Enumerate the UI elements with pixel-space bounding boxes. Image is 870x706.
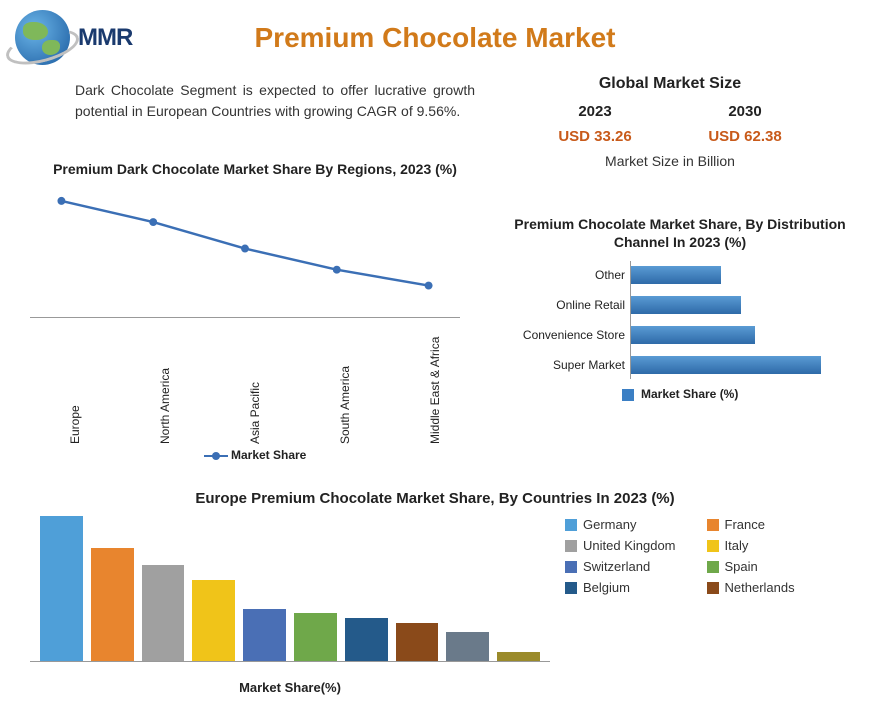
market-size-unit: Market Size in Billion [520, 153, 820, 169]
country-bar [91, 548, 134, 661]
hbar-label: Online Retail [556, 298, 625, 312]
country-bar [40, 516, 83, 661]
market-size-year-1: 2023 [578, 103, 611, 120]
hbar-label: Convenience Store [523, 328, 625, 342]
hbar-chart-legend: Market Share (%) [510, 387, 850, 401]
country-legend-item: Italy [707, 538, 841, 553]
country-legend-item: Netherlands [707, 580, 841, 595]
line-chart-title: Premium Dark Chocolate Market Share By R… [30, 160, 480, 178]
market-size-value-2: USD 62.38 [708, 128, 781, 145]
hbar-row: Other [631, 261, 850, 289]
country-bar [497, 652, 540, 661]
market-size-title: Global Market Size [520, 75, 820, 93]
country-bar [396, 623, 439, 661]
hbar-chart-title: Premium Chocolate Market Share, By Distr… [510, 215, 850, 251]
hbar-label: Super Market [553, 358, 625, 372]
country-legend-label: France [725, 517, 765, 532]
line-chart-section: Premium Dark Chocolate Market Share By R… [30, 160, 480, 462]
line-x-label: Asia Pacific [248, 324, 262, 444]
line-legend-label: Market Share [231, 448, 306, 462]
country-legend-square-icon [707, 540, 719, 552]
country-legend-item: Switzerland [565, 559, 699, 574]
line-chart-legend: Market Share [30, 448, 480, 462]
hbar-chart-plot: OtherOnline RetailConvenience StoreSuper… [630, 261, 850, 379]
hbar-bar [631, 326, 755, 344]
country-bar [243, 609, 286, 661]
country-legend-item: Germany [565, 517, 699, 532]
country-legend-square-icon [707, 561, 719, 573]
country-chart-section: Europe Premium Chocolate Market Share, B… [30, 490, 840, 695]
country-legend-item: Spain [707, 559, 841, 574]
country-chart-x-label: Market Share(%) [30, 680, 550, 695]
hbar-row: Online Retail [631, 291, 850, 319]
market-size-panel: Global Market Size 2023 2030 USD 33.26 U… [520, 75, 820, 169]
line-x-label: Middle East & Africa [428, 324, 442, 444]
country-legend-label: Netherlands [725, 580, 795, 595]
country-legend-square-icon [565, 582, 577, 594]
hbar-bar [631, 296, 741, 314]
market-size-year-2: 2030 [728, 103, 761, 120]
line-chart-plot [30, 188, 460, 318]
country-legend-label: Italy [725, 538, 749, 553]
country-legend-label: Germany [583, 517, 636, 532]
hbar-row: Super Market [631, 351, 850, 379]
country-bar [142, 565, 185, 661]
hbar-row: Convenience Store [631, 321, 850, 349]
line-chart-x-labels: Europe North America Asia Pacific South Ame… [30, 324, 480, 444]
line-x-label: North America [158, 324, 172, 444]
line-x-label: South America [338, 324, 352, 444]
market-size-value-1: USD 33.26 [558, 128, 631, 145]
country-legend-square-icon [707, 519, 719, 531]
country-legend-label: Belgium [583, 580, 630, 595]
logo-text: MMR [78, 24, 132, 52]
country-chart-title: Europe Premium Chocolate Market Share, B… [30, 490, 840, 507]
country-bar [294, 613, 337, 661]
country-legend-label: Spain [725, 559, 758, 574]
country-chart-plot [30, 517, 550, 662]
hbar-legend-label: Market Share (%) [641, 387, 738, 401]
country-bar [192, 580, 235, 661]
intro-paragraph: Dark Chocolate Segment is expected to of… [75, 80, 475, 122]
country-chart-legend: Germany France United Kingdom Italy Switzerl… [550, 517, 840, 662]
line-x-label: Europe [68, 324, 82, 444]
country-legend-square-icon [565, 540, 577, 552]
country-bar [345, 618, 388, 662]
country-legend-label: United Kingdom [583, 538, 676, 553]
country-legend-square-icon [565, 561, 577, 573]
line-legend-marker-icon [204, 455, 228, 457]
country-legend-label: Switzerland [583, 559, 650, 574]
hbar-bar [631, 266, 721, 284]
hbar-legend-square-icon [622, 389, 634, 401]
hbar-label: Other [595, 268, 625, 282]
country-legend-square-icon [707, 582, 719, 594]
country-legend-square-icon [565, 519, 577, 531]
hbar-chart-section: Premium Chocolate Market Share, By Distr… [510, 215, 850, 401]
hbar-bar [631, 356, 821, 374]
country-legend-item: United Kingdom [565, 538, 699, 553]
line-chart-svg [30, 188, 460, 317]
country-legend-item: France [707, 517, 841, 532]
country-legend-item: Belgium [565, 580, 699, 595]
logo: MMR [15, 10, 132, 65]
country-bar [446, 632, 489, 661]
